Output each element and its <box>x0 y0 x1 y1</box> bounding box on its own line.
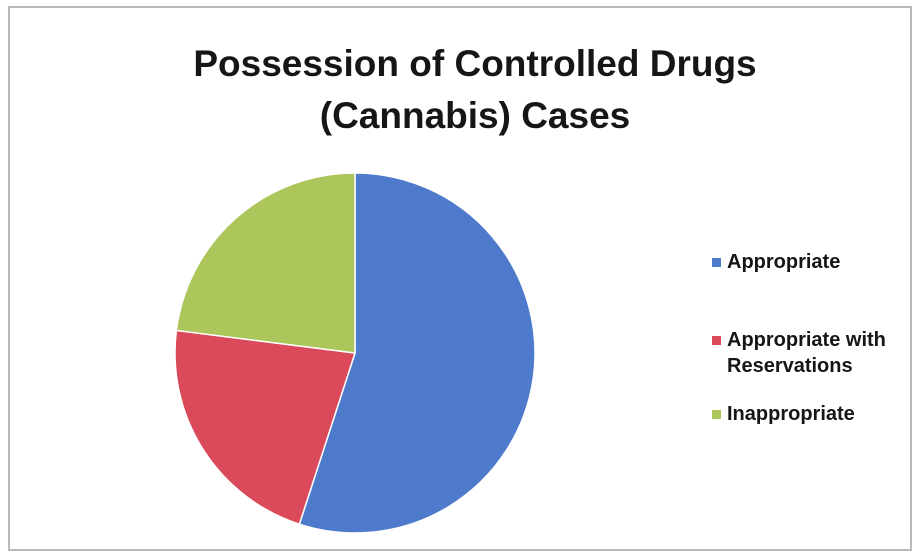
pie-slice-inappropriate <box>175 172 356 354</box>
legend-label-inappropriate: Inappropriate <box>727 403 855 425</box>
chart-title-line-2: (Cannabis) Cases <box>319 95 631 136</box>
legend-item-inappropriate: Inappropriate <box>712 401 907 427</box>
legend-item-appropriate-with-reservations: Appropriate with Reservations <box>712 327 907 379</box>
legend-label-appropriate-with-reservations: Appropriate with Reservations <box>727 329 886 377</box>
chart-title: Possession of Controlled Drugs (Cannabis… <box>100 38 850 142</box>
pie-slice-appropriate <box>298 172 536 534</box>
legend-swatch-appropriate <box>712 258 721 267</box>
legend-swatch-inappropriate <box>712 410 721 419</box>
chart-border <box>8 6 912 551</box>
chart-title-line-1: Possession of Controlled Drugs <box>193 43 757 84</box>
pie-slice-appropriate-with-reservations <box>174 329 356 526</box>
legend-label-appropriate: Appropriate <box>727 251 841 273</box>
legend-swatch-appropriate-with-reservations <box>712 336 721 345</box>
chart-legend: Appropriate Appropriate with Reservation… <box>712 0 912 558</box>
legend-item-appropriate: Appropriate <box>712 249 907 275</box>
